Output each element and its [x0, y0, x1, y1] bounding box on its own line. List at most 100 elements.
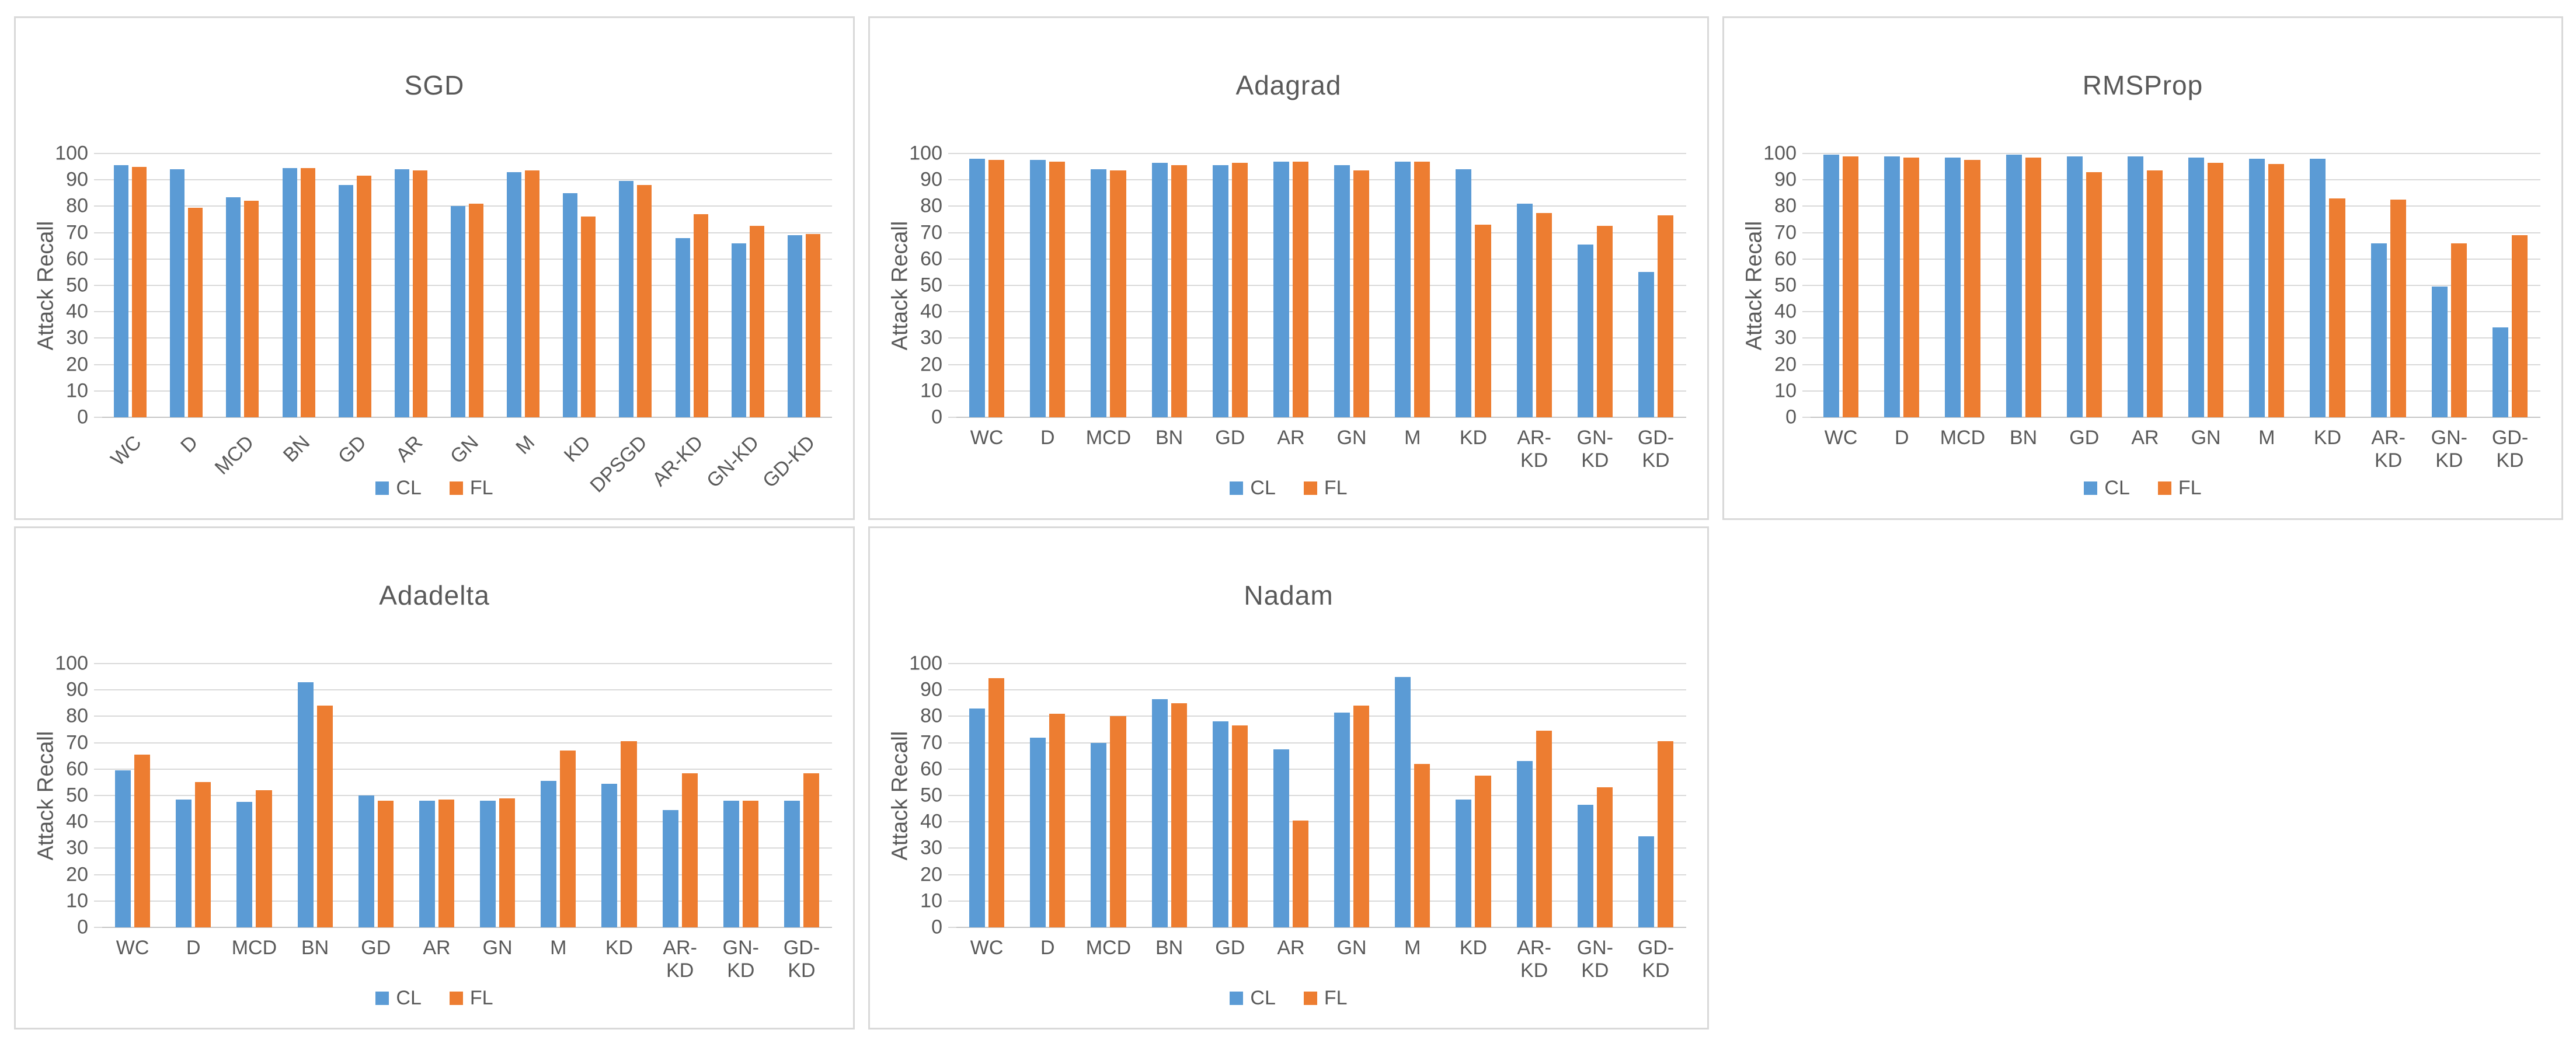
y-tick-mark: [1802, 285, 1811, 286]
y-tick-label: 60: [66, 247, 88, 270]
bar-group-d: [1017, 664, 1078, 927]
legend-swatch-cl-icon: [2084, 481, 2098, 495]
bar-group-gd-kd: [1625, 153, 1686, 417]
bar-group-d: [1871, 153, 1932, 417]
bar-cl-ar: [2127, 156, 2143, 417]
y-tick-mark: [94, 179, 102, 181]
y-tick-mark: [94, 742, 102, 744]
gridline: [956, 768, 1686, 770]
y-tick-mark: [94, 874, 102, 875]
y-tick-label: 100: [1763, 142, 1797, 165]
bar-fl-d: [1049, 713, 1066, 927]
y-tick-label: 30: [920, 836, 942, 859]
category-label-ar: AR: [1277, 937, 1305, 959]
bar-fl-ar: [1292, 820, 1309, 927]
category-label-wc: WC: [1824, 427, 1858, 449]
bar-fl-d: [195, 782, 211, 927]
legend: CL FL: [16, 987, 853, 1010]
legend-label-fl: FL: [2178, 477, 2202, 499]
gridline: [956, 874, 1686, 875]
y-tick-mark: [948, 768, 956, 770]
bar-group-gd-kd: [776, 153, 832, 417]
bar-cl-mcd: [226, 197, 241, 417]
plot-area: 0 10 20 30 40 50 60 70 80 90 100 WC D MCD BN GD AR GN M KD D…: [55, 142, 832, 497]
category-label-mcd: MCD: [231, 937, 277, 959]
bar-fl-gd-kd: [1657, 215, 1674, 417]
bar-cl-ar-kd: [675, 238, 690, 417]
gridline: [956, 689, 1686, 691]
category-label-mcd: MCD: [1940, 427, 1986, 449]
bar-cl-m: [2249, 159, 2265, 417]
y-tick-label: 40: [920, 810, 942, 833]
y-tick-mark: [948, 663, 956, 664]
y-tick-label: 80: [66, 704, 88, 727]
bar-group-ar: [2115, 153, 2175, 417]
bar-cl-ar: [394, 169, 409, 417]
category-label-gn-kd: GN-KD: [1576, 427, 1613, 472]
bar-cl-d: [170, 169, 185, 417]
bar-group-mcd: [224, 664, 284, 927]
y-tick-label: 0: [931, 406, 942, 428]
category-label-ar: AR: [423, 937, 451, 959]
y-tick-label: 10: [66, 379, 88, 402]
y-tick-mark: [948, 927, 956, 928]
y-tick-label: 60: [920, 758, 942, 780]
plot-area: 0 10 20 30 40 50 60 70 80 90 100 WC D MCD BN GD AR GN M KD A…: [1763, 142, 2540, 472]
bar-cl-gd: [338, 185, 353, 417]
bar-group-gn-kd: [1565, 153, 1625, 417]
bar-cl-gn: [480, 801, 496, 927]
category-label-kd: KD: [1459, 427, 1488, 449]
category-label-gn: GN: [1336, 427, 1367, 449]
bar-group-ar-kd: [1504, 664, 1565, 927]
category-label-gd: GD: [1215, 937, 1245, 959]
category-label-ar-kd: AR-KD: [1517, 427, 1551, 472]
y-tick-mark: [948, 258, 956, 260]
bar-cl-mcd: [1945, 157, 1961, 417]
gridline: [956, 205, 1686, 207]
bar-fl-gd: [2086, 172, 2102, 417]
y-tick-label: 10: [920, 889, 942, 912]
bar-group-wc: [1811, 153, 1871, 417]
y-tick-label: 10: [1774, 379, 1797, 402]
gridline: [102, 258, 832, 260]
chart-title: Adadelta: [379, 580, 490, 610]
legend-entry-cl: CL: [2084, 477, 2130, 500]
gridline: [956, 258, 1686, 260]
bar-cl-kd: [601, 783, 618, 927]
y-tick-label: 80: [66, 194, 88, 217]
chart-title: Adagrad: [1235, 70, 1342, 100]
bar-fl-kd: [581, 217, 596, 417]
y-tick-mark: [94, 258, 102, 260]
y-tick-label: 90: [66, 168, 88, 191]
bar-cl-ar-kd: [1516, 761, 1533, 927]
y-tick-label: 60: [920, 247, 942, 270]
bar-fl-ar: [412, 170, 427, 417]
category-label-bn: BN: [1155, 427, 1183, 449]
bar-cl-gd-kd: [784, 801, 800, 927]
gridline: [956, 900, 1686, 902]
gridline: [1811, 232, 2540, 233]
bar-group-wc: [102, 153, 158, 417]
category-label-gd-kd: GD-KD: [1637, 937, 1675, 982]
legend-swatch-fl-icon: [1303, 481, 1317, 495]
bar-fl-bn: [300, 167, 315, 417]
gridline: [102, 232, 832, 233]
bar-cl-gn: [2188, 157, 2205, 417]
bar-fl-ar-kd: [681, 773, 698, 927]
bar-cl-bn: [282, 167, 297, 417]
bar-cl-gd-kd: [787, 235, 802, 417]
bar-cl-kd: [1456, 169, 1472, 417]
legend-label-cl: CL: [1250, 477, 1276, 499]
bar-cl-wc: [115, 770, 131, 927]
bar-cl-kd: [1456, 799, 1472, 927]
y-tick-label: 30: [66, 836, 88, 859]
category-label-d: D: [1894, 427, 1909, 449]
bar-cl-m: [541, 781, 557, 927]
y-tick-mark: [948, 364, 956, 365]
gridline: [1811, 258, 2540, 260]
bar-fl-gd-kd: [803, 773, 820, 927]
bar-fl-gn: [469, 203, 484, 417]
y-tick-mark: [948, 311, 956, 313]
bar-cl-bn: [1151, 699, 1168, 927]
gridline: [1811, 311, 2540, 313]
